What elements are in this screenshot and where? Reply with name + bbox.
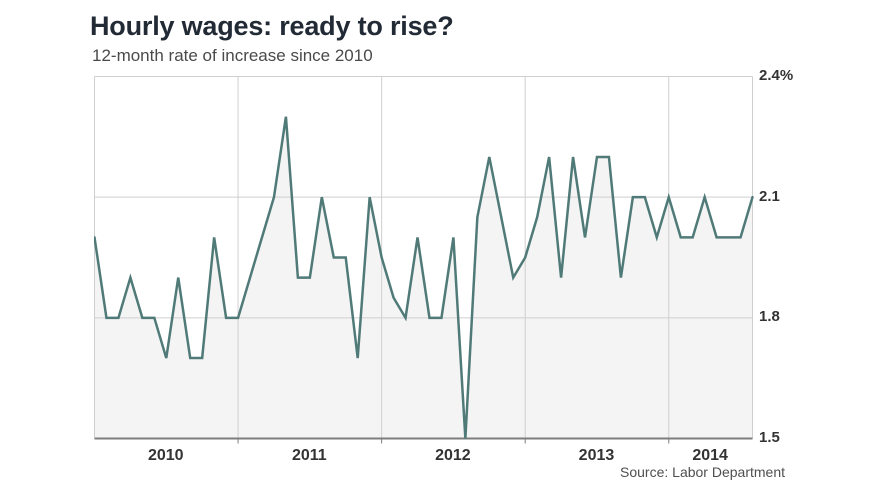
source-note: Source: Labor Department [620, 464, 785, 480]
y-tick-label: 1.5 [759, 429, 780, 446]
x-tick-label: 2012 [435, 447, 471, 464]
x-tick-label: 2011 [291, 447, 327, 464]
chart-title: Hourly wages: ready to rise? [90, 11, 454, 41]
x-tick-label: 2013 [578, 447, 615, 464]
wage-growth-line [93, 116, 754, 439]
line-chart-plot [93, 76, 754, 444]
x-tick-label: 2014 [692, 447, 728, 464]
chart-subtitle: 12-month rate of increase since 2010 [92, 46, 373, 65]
line-chart-svg [93, 76, 754, 444]
y-tick-label: 2.1 [759, 187, 780, 205]
y-tick-label: 1.8 [759, 308, 780, 326]
x-tick-label: 2010 [147, 447, 184, 464]
y-tick-label: 2.4% [759, 67, 794, 84]
